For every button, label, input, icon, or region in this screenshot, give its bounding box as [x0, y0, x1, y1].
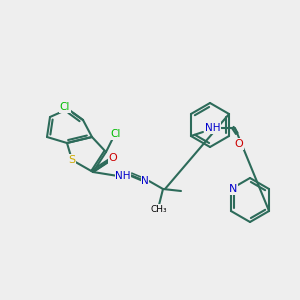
Text: N: N [229, 184, 237, 194]
Text: O: O [109, 153, 117, 163]
Text: NH: NH [205, 123, 221, 133]
Text: Cl: Cl [60, 102, 70, 112]
Text: S: S [68, 155, 76, 165]
Text: CH₃: CH₃ [151, 205, 167, 214]
Text: O: O [235, 139, 243, 149]
Text: N: N [141, 176, 149, 186]
Text: Cl: Cl [111, 129, 121, 139]
Text: NH: NH [115, 171, 131, 181]
